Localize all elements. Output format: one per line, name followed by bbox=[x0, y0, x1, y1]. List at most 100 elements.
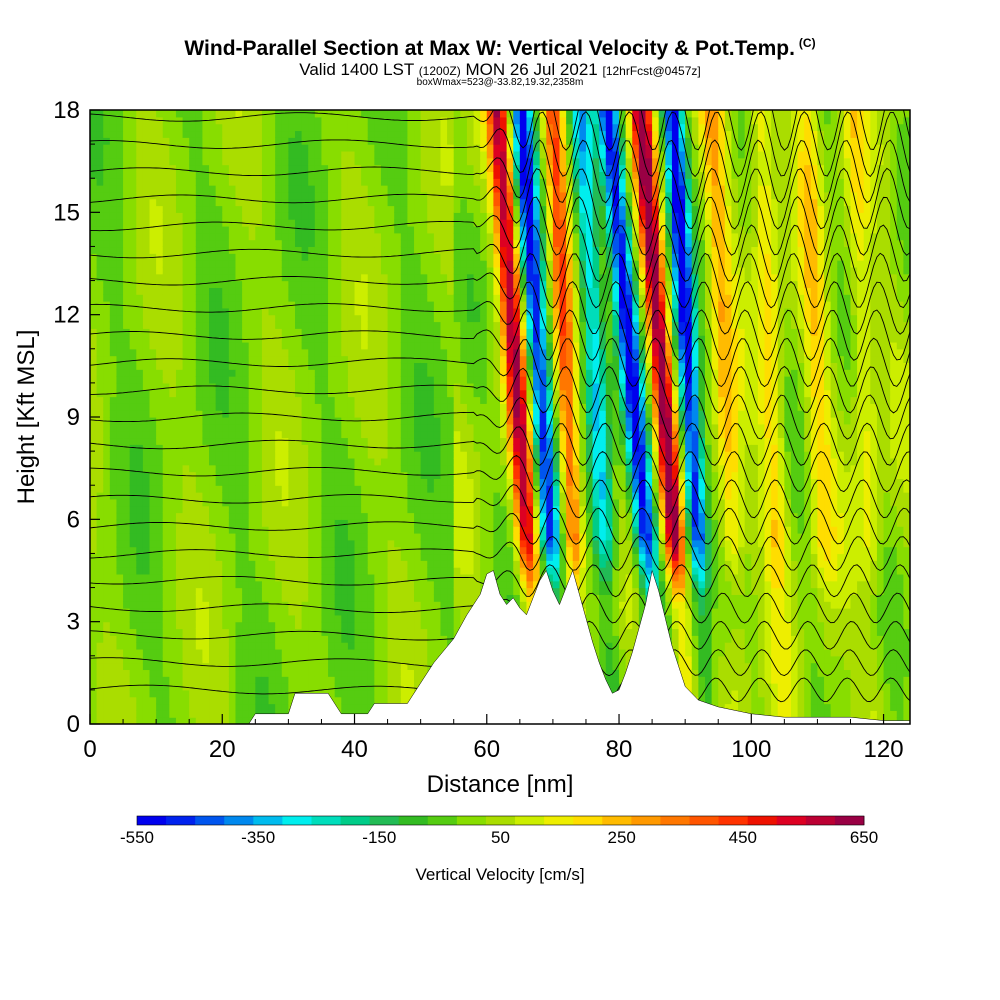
field-cell bbox=[209, 273, 217, 282]
field-cell bbox=[334, 683, 342, 691]
field-cell bbox=[90, 628, 98, 636]
field-cell bbox=[123, 171, 131, 179]
field-cell bbox=[215, 505, 223, 514]
field-cell bbox=[334, 191, 342, 200]
field-cell bbox=[374, 321, 382, 329]
field-cell bbox=[182, 321, 190, 329]
field-cell bbox=[400, 573, 409, 582]
field-cell bbox=[440, 389, 448, 398]
field-cell bbox=[169, 464, 177, 473]
field-cell bbox=[414, 430, 422, 439]
field-cell bbox=[301, 369, 309, 377]
field-cell bbox=[96, 225, 104, 234]
field-cell bbox=[374, 587, 382, 595]
field-cell bbox=[374, 594, 382, 602]
field-cell bbox=[261, 239, 270, 248]
field-cell bbox=[341, 423, 349, 432]
field-cell bbox=[420, 648, 428, 657]
field-cell bbox=[400, 628, 409, 636]
field-cell bbox=[136, 253, 144, 261]
field-cell bbox=[116, 246, 124, 254]
field-cell bbox=[328, 471, 336, 479]
field-cell bbox=[156, 294, 164, 302]
field-cell bbox=[407, 505, 415, 514]
field-cell bbox=[347, 314, 356, 323]
field-cell bbox=[440, 512, 448, 520]
field-cell bbox=[301, 580, 309, 589]
field-cell bbox=[420, 553, 428, 561]
field-cell bbox=[420, 485, 428, 493]
field-cell bbox=[414, 560, 422, 568]
field-cell bbox=[195, 198, 204, 207]
field-cell bbox=[103, 403, 111, 411]
field-cell bbox=[275, 328, 283, 336]
field-cell bbox=[407, 266, 415, 275]
field-cell bbox=[149, 553, 157, 561]
field-cell bbox=[162, 410, 170, 418]
field-cell bbox=[202, 676, 210, 684]
field-cell bbox=[354, 157, 362, 166]
field-cell bbox=[281, 355, 289, 364]
field-cell bbox=[123, 655, 131, 664]
field-cell bbox=[414, 157, 422, 166]
field-cell bbox=[321, 594, 329, 602]
field-cell bbox=[328, 348, 336, 357]
field-cell bbox=[433, 498, 442, 507]
field-cell bbox=[400, 696, 409, 705]
field-cell bbox=[275, 648, 283, 657]
field-cell bbox=[96, 403, 104, 411]
field-cell bbox=[367, 191, 375, 200]
field-cell bbox=[308, 260, 316, 268]
field-cell bbox=[341, 560, 349, 568]
field-cell bbox=[189, 314, 197, 323]
field-cell bbox=[242, 130, 250, 138]
field-cell bbox=[209, 382, 217, 391]
field-cell bbox=[361, 444, 369, 452]
field-cell bbox=[169, 717, 177, 724]
field-cell bbox=[235, 396, 243, 404]
field-cell bbox=[215, 539, 223, 548]
field-cell bbox=[347, 123, 356, 132]
field-cell bbox=[414, 355, 422, 364]
field-cell bbox=[281, 348, 289, 357]
field-cell bbox=[354, 116, 362, 125]
field-cell bbox=[314, 335, 323, 343]
field-cell bbox=[400, 505, 409, 514]
field-cell bbox=[235, 205, 243, 213]
field-cell bbox=[354, 232, 362, 241]
field-cell bbox=[387, 560, 395, 568]
field-cell bbox=[248, 301, 256, 309]
field-cell bbox=[387, 137, 395, 145]
field-cell bbox=[255, 144, 263, 152]
field-cell bbox=[347, 621, 356, 630]
field-cell bbox=[228, 137, 237, 145]
field-cell bbox=[394, 396, 402, 404]
field-cell bbox=[149, 683, 157, 691]
field-cell bbox=[347, 608, 356, 616]
field-cell bbox=[202, 260, 210, 268]
field-cell bbox=[387, 185, 395, 193]
field-cell bbox=[90, 567, 98, 575]
field-cell bbox=[215, 225, 223, 234]
field-cell bbox=[367, 546, 375, 555]
field-cell bbox=[295, 157, 303, 166]
field-cell bbox=[228, 410, 237, 418]
field-cell bbox=[222, 294, 230, 302]
field-cell bbox=[202, 567, 210, 575]
field-cell bbox=[334, 648, 342, 657]
field-cell bbox=[162, 396, 170, 404]
field-cell bbox=[96, 376, 104, 384]
field-cell bbox=[387, 532, 395, 541]
field-cell bbox=[414, 123, 422, 132]
field-cell bbox=[400, 294, 409, 302]
field-cell bbox=[90, 676, 98, 684]
field-cell bbox=[116, 642, 124, 650]
field-cell bbox=[136, 485, 144, 493]
field-cell bbox=[162, 471, 170, 479]
field-cell bbox=[215, 301, 223, 309]
field-cell bbox=[407, 307, 415, 316]
field-cell bbox=[248, 164, 256, 172]
field-cell bbox=[215, 417, 223, 425]
field-cell bbox=[96, 683, 104, 691]
field-cell bbox=[394, 560, 402, 568]
